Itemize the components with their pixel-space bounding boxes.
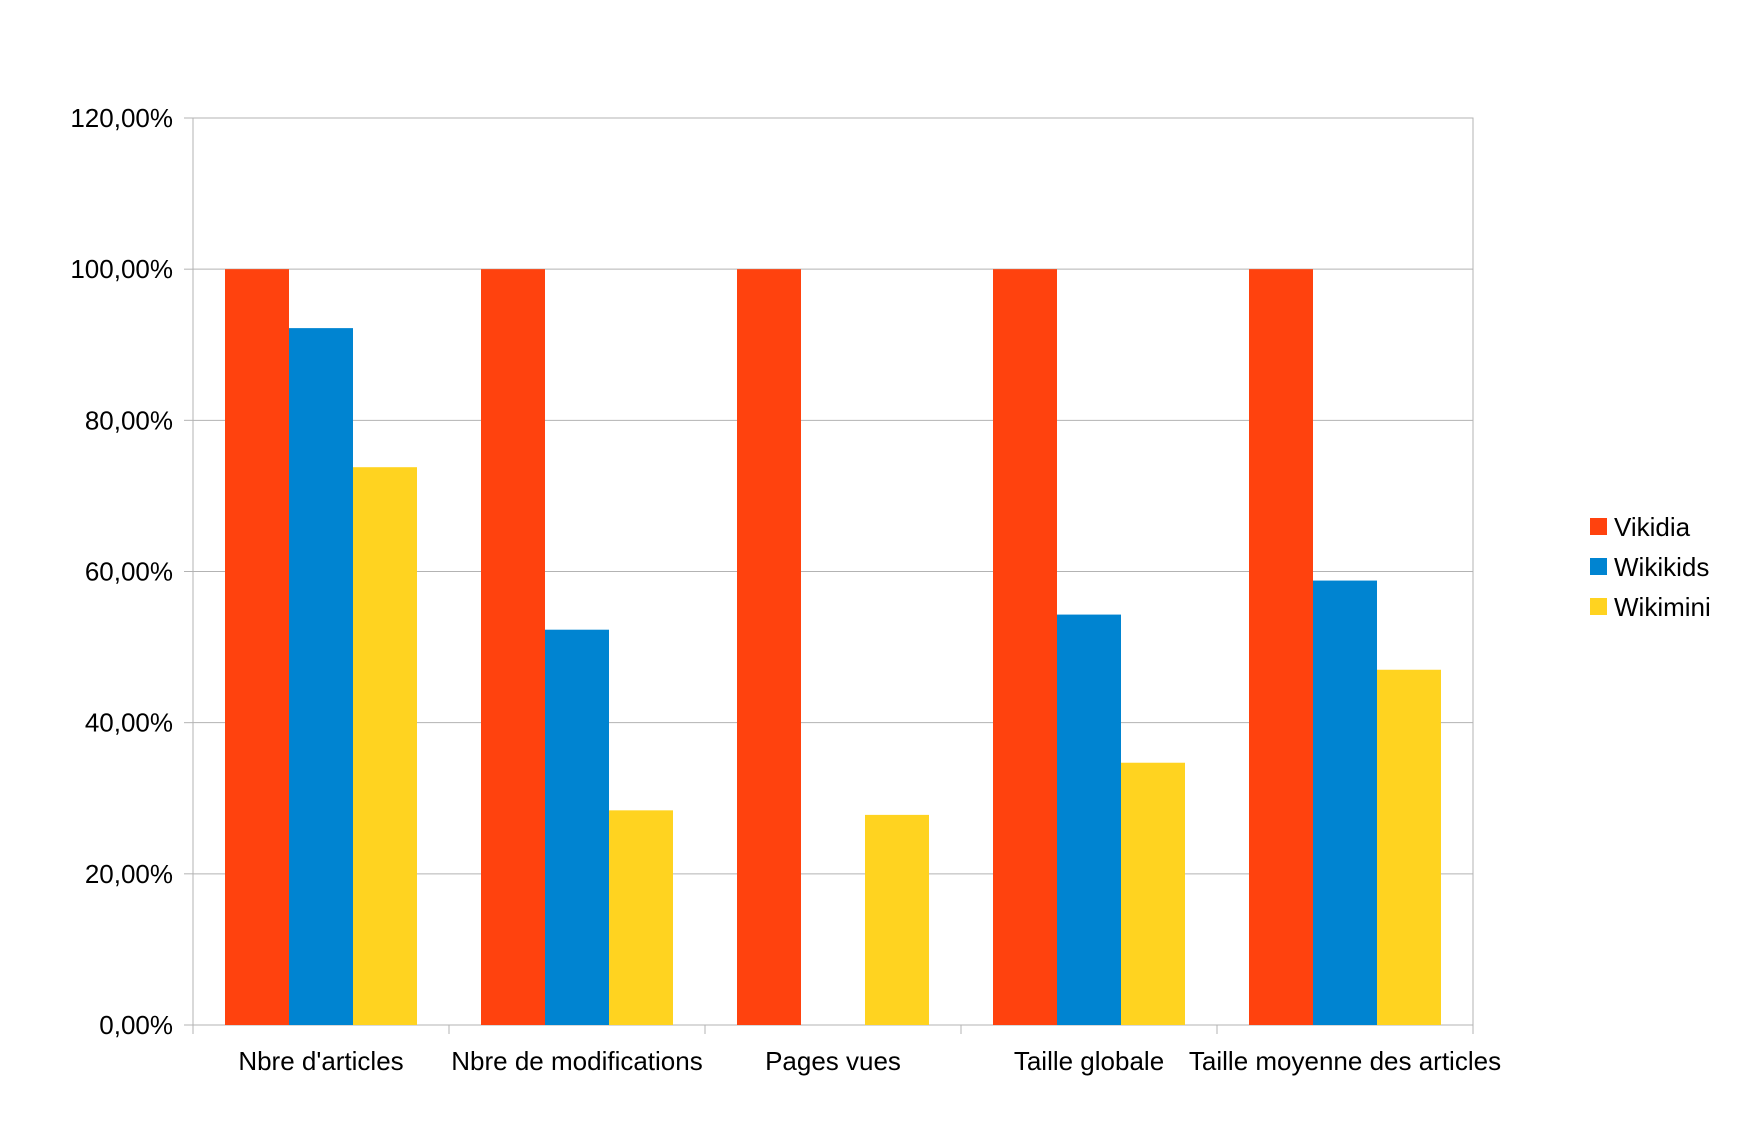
legend-swatch-wikimini <box>1590 598 1607 615</box>
legend-swatch-vikidia <box>1590 518 1607 535</box>
bar-wikimini <box>865 814 929 1025</box>
bar-wikikids <box>1313 580 1377 1025</box>
y-tick-label: 60,00% <box>85 557 173 587</box>
y-tick-label: 0,00% <box>99 1010 173 1040</box>
x-tick-label: Taille moyenne des articles <box>1189 1046 1501 1076</box>
axes <box>184 117 1474 1034</box>
bar-wikimini <box>353 467 417 1025</box>
bar-vikidia <box>993 269 1057 1026</box>
y-tick-label: 40,00% <box>85 708 173 738</box>
y-tick-label: 120,00% <box>70 103 173 133</box>
bar-vikidia <box>1249 269 1313 1026</box>
bar-vikidia <box>737 269 801 1026</box>
y-tick-label: 20,00% <box>85 859 173 889</box>
legend-label-vikidia: Vikidia <box>1614 512 1691 542</box>
bar-wikikids <box>289 328 353 1025</box>
y-tick-label: 100,00% <box>70 254 173 284</box>
bar-vikidia <box>225 269 289 1026</box>
bar-wikimini <box>1121 762 1185 1025</box>
bar-wikikids <box>1057 614 1121 1025</box>
x-tick-label: Pages vues <box>765 1046 901 1076</box>
legend-label-wikikids: Wikikids <box>1614 552 1709 582</box>
x-tick-label: Nbre de modifications <box>451 1046 702 1076</box>
legend: Vikidia Wikikids Wikimini <box>1590 512 1711 622</box>
bar-wikimini <box>1377 669 1441 1025</box>
bar-vikidia <box>481 269 545 1026</box>
x-tick-label: Taille globale <box>1014 1046 1164 1076</box>
tick-labels: 0,00% 20,00% 40,00% 60,00% 80,00% 100,00% 120,… <box>70 103 1501 1076</box>
x-tick-label: Nbre d'articles <box>238 1046 403 1076</box>
y-tick-label: 80,00% <box>85 405 173 435</box>
bars <box>225 269 1441 1026</box>
bar-wikimini <box>609 810 673 1025</box>
legend-label-wikimini: Wikimini <box>1614 592 1711 622</box>
bar-wikikids <box>545 629 609 1025</box>
legend-swatch-wikikids <box>1590 558 1607 575</box>
